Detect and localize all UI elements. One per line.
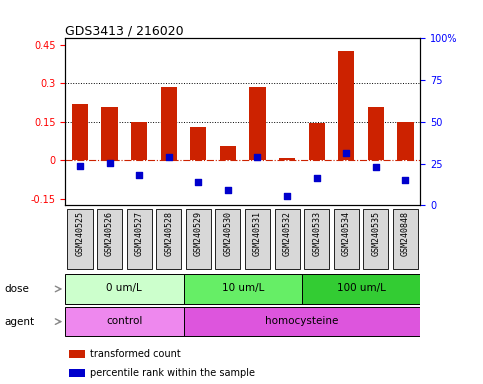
Point (372, 164, 380, 170)
Point (135, 172, 143, 178)
Bar (131, 122, 147, 161)
Bar (302, 274, 420, 304)
FancyBboxPatch shape (363, 210, 388, 269)
Point (195, 179, 202, 185)
Point (165, 154, 172, 160)
Text: GDS3413 / 216020: GDS3413 / 216020 (65, 24, 184, 37)
Bar (72, 104, 88, 161)
Point (313, 175, 321, 182)
Text: GSM240528: GSM240528 (164, 211, 173, 256)
Text: 0 um/L: 0 um/L (106, 283, 142, 293)
Bar (279, 158, 295, 161)
Point (76, 162, 84, 169)
Text: GSM240530: GSM240530 (224, 211, 232, 256)
Point (106, 160, 114, 166)
Text: GSM240525: GSM240525 (75, 211, 85, 256)
FancyBboxPatch shape (97, 210, 122, 269)
FancyBboxPatch shape (274, 210, 299, 269)
Bar (220, 146, 236, 161)
Text: GSM240533: GSM240533 (312, 211, 321, 256)
FancyBboxPatch shape (127, 210, 152, 269)
Text: 100 um/L: 100 um/L (337, 283, 385, 293)
Text: dose: dose (5, 284, 30, 294)
Bar (65, 274, 184, 304)
FancyBboxPatch shape (68, 210, 93, 269)
Bar (338, 51, 355, 161)
Point (342, 150, 350, 156)
FancyBboxPatch shape (186, 210, 211, 269)
Text: agent: agent (5, 316, 35, 327)
Text: GSM240534: GSM240534 (342, 211, 351, 256)
FancyBboxPatch shape (334, 210, 359, 269)
Bar (190, 127, 206, 161)
Text: transformed count: transformed count (90, 349, 181, 359)
Text: GSM240529: GSM240529 (194, 211, 203, 256)
Text: GSM240532: GSM240532 (283, 211, 292, 256)
Text: homocysteine: homocysteine (265, 316, 339, 326)
Text: GSM240531: GSM240531 (253, 211, 262, 256)
Bar (184, 307, 420, 336)
Text: control: control (106, 316, 142, 326)
Point (401, 177, 409, 183)
Bar (101, 106, 118, 161)
FancyBboxPatch shape (215, 210, 241, 269)
Text: GSM240527: GSM240527 (135, 211, 143, 256)
Bar (249, 87, 266, 161)
Text: GSM240848: GSM240848 (401, 211, 410, 256)
Bar (65, 307, 184, 336)
FancyBboxPatch shape (245, 210, 270, 269)
FancyBboxPatch shape (156, 210, 181, 269)
Text: GSM240535: GSM240535 (371, 211, 380, 256)
Point (254, 154, 261, 160)
Point (283, 194, 291, 200)
Bar (368, 106, 384, 161)
Bar (398, 122, 413, 161)
FancyBboxPatch shape (393, 210, 418, 269)
Bar (309, 123, 325, 161)
Text: percentile rank within the sample: percentile rank within the sample (90, 368, 255, 378)
Bar (69, 350, 85, 358)
Text: 10 um/L: 10 um/L (222, 283, 264, 293)
Bar (69, 369, 85, 377)
Text: GSM240526: GSM240526 (105, 211, 114, 256)
Point (224, 187, 232, 193)
Bar (184, 274, 302, 304)
Bar (161, 87, 177, 161)
FancyBboxPatch shape (304, 210, 329, 269)
